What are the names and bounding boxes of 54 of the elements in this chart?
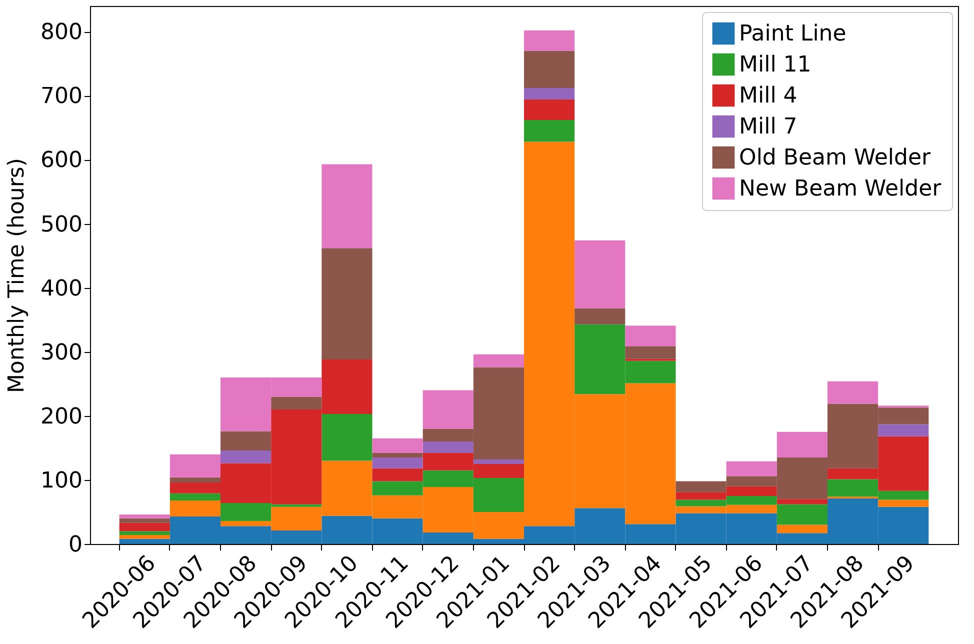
- bar: [422, 390, 474, 429]
- bar: [372, 438, 423, 454]
- bar: [625, 346, 676, 359]
- bar: [170, 477, 221, 483]
- bar: [170, 493, 221, 500]
- bar: [776, 524, 828, 534]
- y-tick-label: 300: [40, 340, 82, 366]
- y-axis-title: Monthly Time (hours): [4, 158, 30, 393]
- bar: [473, 459, 524, 464]
- legend-label: Old Beam Welder: [739, 146, 932, 170]
- bar: [220, 431, 272, 450]
- y-tick-label: 0: [68, 532, 82, 558]
- legend-label: Mill 4: [739, 84, 798, 108]
- legend-label: New Beam Welder: [739, 176, 942, 202]
- y-tick-label: 700: [40, 84, 82, 110]
- bar: [119, 514, 170, 518]
- legend-label: Mill 7: [739, 114, 798, 140]
- bar: [119, 522, 170, 532]
- bar: [878, 500, 929, 507]
- y-tick-label: 100: [40, 468, 82, 494]
- bar: [322, 248, 372, 360]
- legend-label: Paint Line: [739, 22, 846, 46]
- bar: [473, 354, 524, 368]
- bar: [372, 458, 423, 468]
- legend-label: Mill 11: [739, 52, 812, 78]
- bar: [119, 531, 170, 536]
- bar: [524, 88, 575, 100]
- bar: [776, 499, 828, 504]
- bar: [574, 240, 626, 308]
- y-tick-label: 800: [40, 20, 82, 46]
- bar: [878, 424, 929, 436]
- y-tick-label: 200: [40, 404, 82, 430]
- y-tick-label: 400: [40, 276, 82, 302]
- bar: [119, 518, 170, 523]
- bar: [524, 30, 575, 51]
- bar: [322, 164, 372, 248]
- bar: [119, 535, 170, 539]
- bar: [271, 396, 322, 410]
- bar: [170, 500, 221, 516]
- bar: [776, 432, 828, 458]
- bar: [524, 120, 575, 142]
- bar: [524, 50, 575, 88]
- bar: [422, 442, 474, 454]
- bar: [170, 454, 221, 478]
- bar: [726, 461, 777, 476]
- bar: [827, 381, 878, 404]
- bar: [625, 326, 676, 346]
- bar: [322, 414, 372, 461]
- y-tick-label: 600: [40, 148, 82, 174]
- y-tick-label: 500: [40, 212, 82, 238]
- bar: [220, 450, 272, 464]
- bar: [372, 453, 423, 458]
- bar: [574, 308, 626, 324]
- bar: [524, 100, 575, 120]
